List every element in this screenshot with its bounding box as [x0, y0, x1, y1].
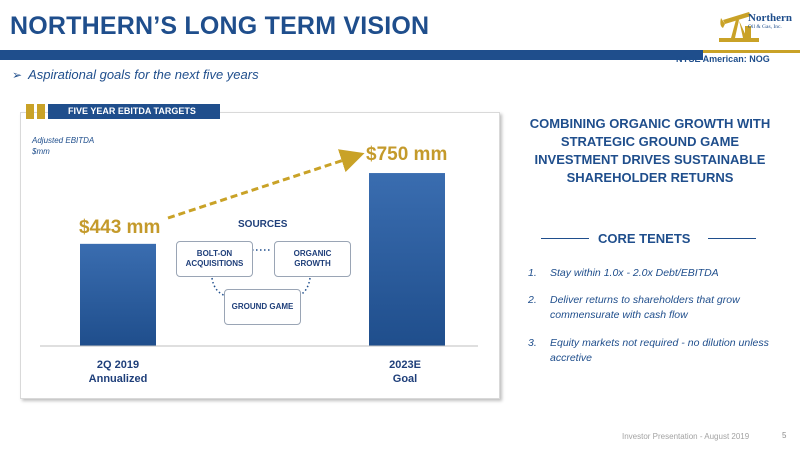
strategy-headline: COMBINING ORGANIC GROWTH WITH STRATEGIC …	[529, 116, 771, 185]
pumpjack-logo-icon	[719, 12, 759, 42]
tenet-text: Deliver returns to shareholders that gro…	[550, 294, 740, 321]
footer-text: Investor Presentation - August 2019	[622, 432, 750, 441]
ticker-label: NYSE American: NOG	[676, 54, 770, 64]
panel-tab-accent	[26, 104, 34, 119]
panel-tab-title: FIVE YEAR EBITDA TARGETS	[48, 104, 220, 119]
category-line: 2Q 2019	[96, 359, 140, 371]
category-label: 2Q 2019 Annualized	[68, 358, 168, 386]
tenet-item: 1. Stay within 1.0x - 2.0x Debt/EBITDA	[528, 266, 788, 281]
subtitle-text: Aspirational goals for the next five yea…	[28, 67, 259, 82]
arrow-bullet-icon: ➢	[12, 68, 23, 82]
tenet-item: 2. Deliver returns to shareholders that …	[528, 293, 788, 323]
source-box-bolt-on: BOLT-ON ACQUISITIONS	[176, 241, 253, 277]
tenet-text: Equity markets not required - no dilutio…	[550, 337, 769, 364]
page-title: NORTHERN’S LONG TERM VISION	[10, 12, 430, 40]
core-tenets-title: CORE TENETS	[598, 231, 691, 246]
tenet-number: 1.	[528, 267, 537, 279]
measure-line-2: $mm	[32, 147, 50, 156]
divider	[708, 238, 756, 239]
tenet-text: Stay within 1.0x - 2.0x Debt/EBITDA	[550, 267, 719, 279]
category-label: 2023E Goal	[355, 358, 455, 386]
tenet-number: 3.	[528, 337, 537, 349]
bar-data-label: $443 mm	[79, 217, 161, 238]
category-line: 2023E	[389, 359, 421, 371]
panel-tab-accent	[37, 104, 45, 119]
source-box-organic: ORGANIC GROWTH	[274, 241, 351, 277]
header-rule-accent	[703, 50, 800, 53]
header-rule	[0, 50, 703, 60]
tenet-number: 2.	[528, 294, 537, 306]
tenet-item: 3. Equity markets not required - no dilu…	[528, 336, 788, 366]
source-box-ground-game: GROUND GAME	[224, 289, 301, 325]
logo-name: Northern	[748, 12, 792, 24]
logo-subtitle: Oil & Gas, Inc.	[748, 24, 782, 30]
divider	[541, 238, 589, 239]
category-line: Goal	[392, 373, 418, 385]
subtitle: ➢ Aspirational goals for the next five ye…	[12, 67, 259, 82]
category-line: Annualized	[88, 373, 148, 385]
chart-measure-label: Adjusted EBITDA $mm	[32, 135, 94, 157]
sources-title: SOURCES	[238, 219, 288, 230]
measure-line-1: Adjusted EBITDA	[32, 136, 95, 145]
bar-data-label: $750 mm	[366, 144, 448, 165]
logo-wordmark: Northern Oil & Gas, Inc.	[748, 13, 792, 31]
page-number: 5	[782, 431, 787, 440]
